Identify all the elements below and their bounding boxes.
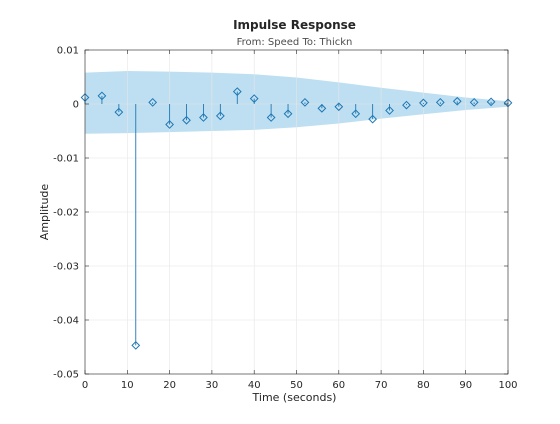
stem-marker	[402, 100, 411, 110]
stem-marker	[435, 97, 445, 107]
stem-marker	[385, 106, 394, 115]
x-tick-label: 40	[248, 380, 261, 391]
stem-marker	[148, 97, 158, 107]
stem-marker	[182, 115, 191, 125]
stem-layer	[80, 87, 513, 350]
y-tick-label: -0.03	[53, 262, 79, 273]
y-axis-label: Amplitude	[38, 184, 51, 241]
stem-marker	[351, 109, 361, 119]
x-tick-label: 60	[332, 380, 345, 391]
stem-marker	[97, 91, 107, 101]
x-axis-label: Time (seconds)	[252, 391, 337, 404]
stem-marker	[283, 109, 293, 119]
x-tick-label: 20	[163, 380, 176, 391]
stem-marker	[368, 114, 378, 124]
stem-marker	[503, 98, 513, 108]
x-tick-label: 90	[459, 380, 472, 391]
y-tick-label: 0.01	[57, 46, 79, 57]
stem-marker	[80, 93, 90, 102]
y-tick-label: 0	[73, 100, 79, 111]
x-tick-label: 30	[206, 380, 219, 391]
x-tick-label: 70	[375, 380, 388, 391]
x-tick-label: 50	[290, 380, 303, 391]
stem-marker	[165, 120, 174, 129]
y-tick-label: -0.04	[53, 316, 79, 327]
stem-marker	[469, 97, 479, 107]
x-tick-label: 80	[417, 380, 430, 391]
chart-title: Impulse Response	[233, 18, 356, 32]
stem-marker	[114, 107, 124, 117]
stem-marker	[317, 103, 327, 113]
y-tick-label: -0.02	[53, 208, 79, 219]
stem-marker	[131, 340, 141, 350]
stem-marker	[215, 111, 225, 121]
x-tick-label: 10	[121, 380, 134, 391]
tick-layer: 0 10 20 30 40 50 60 70 80 90 100 0.01 0 -0.01 -0.02 -0.…	[53, 46, 517, 392]
stem-marker	[199, 113, 208, 122]
stem-marker	[232, 87, 242, 96]
stem-marker	[249, 94, 259, 103]
stem-marker	[419, 98, 428, 108]
stem-marker	[486, 97, 496, 107]
y-tick-label: -0.01	[53, 154, 79, 165]
y-tick-label: -0.05	[53, 370, 79, 381]
stem-marker	[300, 97, 310, 107]
chart-subtitle: From: Speed To: Thickn	[237, 37, 353, 48]
stem-marker	[334, 102, 344, 112]
x-tick-label: 0	[82, 380, 88, 391]
stem-marker	[266, 113, 276, 122]
stem-marker	[452, 96, 462, 106]
x-tick-label: 100	[498, 380, 517, 391]
